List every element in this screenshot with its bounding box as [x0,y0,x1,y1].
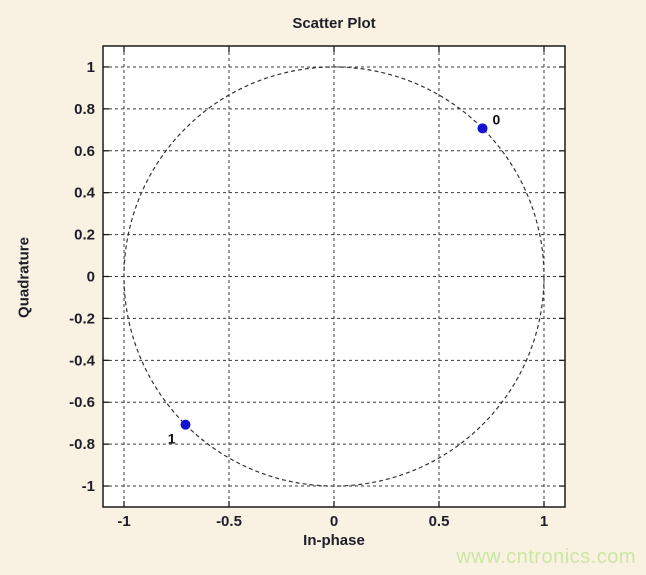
y-tick-label: 0.4 [74,185,96,202]
chart-title: Scatter Plot [292,15,376,32]
data-point-label: 1 [168,431,176,447]
data-point-label: 0 [492,111,500,127]
y-tick-label: -0.2 [69,310,95,327]
x-axis-label: In-phase [303,532,365,549]
data-point [180,419,191,430]
y-tick-label: -0.6 [69,394,95,411]
y-tick-label: 0 [87,269,95,286]
x-tick-label: 1 [540,513,548,530]
x-tick-label: 0.5 [429,513,450,530]
y-tick-label: -0.8 [69,436,95,453]
y-tick-label: 1 [87,59,95,76]
y-tick-label: -1 [82,478,95,495]
y-tick-label: 0.6 [74,143,95,160]
x-tick-label: -1 [117,513,130,530]
data-point [477,123,488,134]
x-tick-label: -0.5 [216,513,242,530]
y-tick-label: 0.8 [74,101,95,118]
watermark-text: www.cntronics.com [456,546,636,568]
y-axis-label: Quadrature [15,237,33,318]
unit-circle [123,66,545,487]
y-tick-label: -0.4 [69,352,96,369]
x-tick-label: 0 [330,513,338,530]
y-tick-label: 0.2 [74,227,95,244]
